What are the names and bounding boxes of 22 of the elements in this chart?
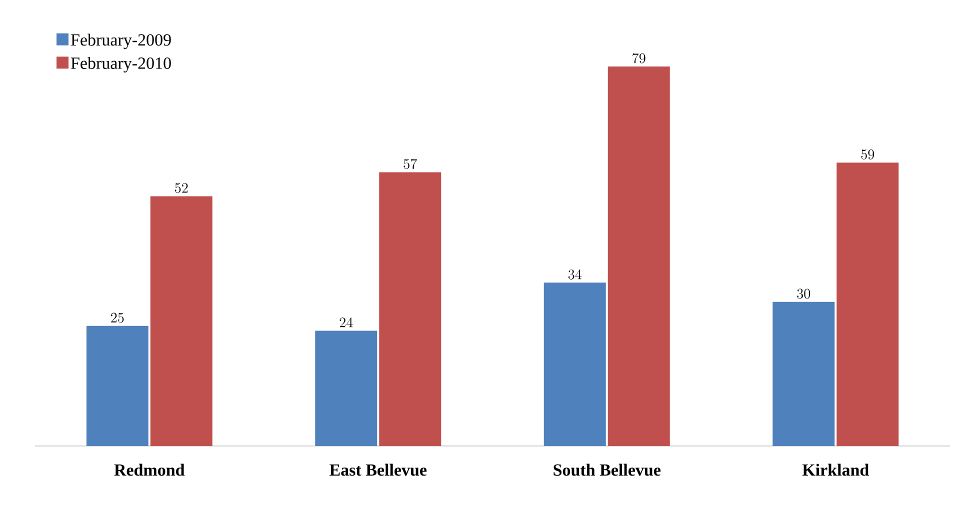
data-label: 59 xyxy=(861,149,874,160)
bar xyxy=(772,302,835,446)
data-label: 25 xyxy=(111,312,124,323)
x-tick-label: South Bellevue xyxy=(554,464,661,476)
bar xyxy=(836,162,899,446)
bar xyxy=(315,330,378,446)
data-label: 24 xyxy=(340,317,353,328)
bar xyxy=(608,66,670,446)
data-label: 79 xyxy=(632,53,646,64)
legend-label: February-2009 xyxy=(71,34,171,50)
data-label: 57 xyxy=(404,158,417,169)
x-tick-label: Kirkland xyxy=(802,464,869,476)
x-tick-label: Redmond xyxy=(114,464,185,476)
x-tick-label: East Bellevue xyxy=(330,464,427,476)
data-label: 30 xyxy=(797,288,810,299)
bar xyxy=(379,172,442,446)
bar xyxy=(544,282,606,446)
legend-label: February-2010 xyxy=(71,56,171,72)
bar xyxy=(86,326,148,446)
data-label: 34 xyxy=(568,269,582,280)
data-label: 52 xyxy=(175,183,188,193)
bar xyxy=(150,196,212,446)
